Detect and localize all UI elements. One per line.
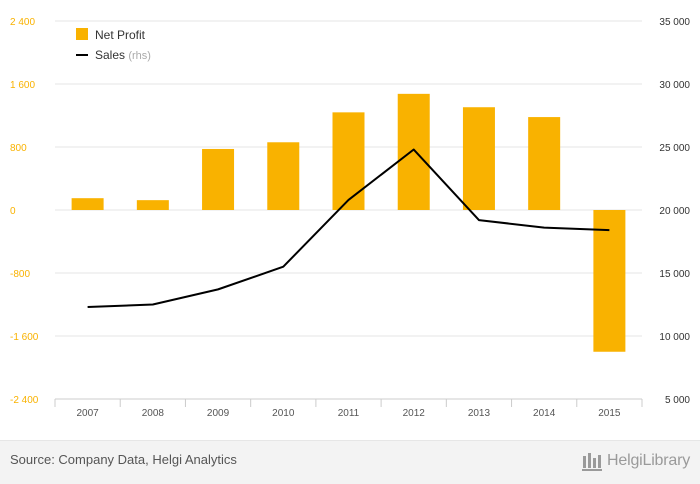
x-tick-label: 2009 xyxy=(207,408,230,419)
legend-label-sales: Sales (rhs) xyxy=(95,48,151,62)
sales-line xyxy=(87,148,610,309)
left-tick-label: 2 400 xyxy=(10,17,35,28)
bar-2014 xyxy=(528,117,561,210)
right-tick-label: 5 000 xyxy=(665,395,690,406)
helgi-library-icon xyxy=(582,453,603,471)
x-tick-label: 2007 xyxy=(76,408,99,419)
left-tick-label: -2 400 xyxy=(10,395,39,406)
combo-chart: -2 400 -1 600 -800 0 800 1 600 2 400 5 000 10 00… xyxy=(10,17,690,419)
x-tick-label: 2011 xyxy=(338,408,360,419)
right-tick-label: 35 000 xyxy=(659,17,690,28)
logo-text: HelgiLibrary xyxy=(607,452,690,469)
helgi-library-logo[interactable]: HelgiLibrary xyxy=(581,450,690,472)
x-tick-label: 2008 xyxy=(142,408,165,419)
x-tick-label: 2010 xyxy=(272,408,295,419)
left-tick-label: 1 600 xyxy=(10,80,35,91)
bar-2008 xyxy=(136,200,169,210)
right-tick-label: 20 000 xyxy=(659,206,690,217)
legend-swatch-net-profit xyxy=(76,28,88,40)
x-tick-label: 2015 xyxy=(598,408,621,419)
right-tick-label: 25 000 xyxy=(659,143,690,154)
left-tick-label: -1 600 xyxy=(10,332,39,343)
footer: Source: Company Data, Helgi Analytics He… xyxy=(0,440,700,484)
bar-2015 xyxy=(593,210,626,352)
bar-2009 xyxy=(202,148,235,210)
right-tick-label: 10 000 xyxy=(659,332,690,343)
x-tick-label: 2014 xyxy=(533,408,556,419)
source-note: Source: Company Data, Helgi Analytics xyxy=(10,452,237,467)
left-tick-label: -800 xyxy=(10,269,30,280)
x-tick-label: 2012 xyxy=(403,408,426,419)
bar-2013 xyxy=(462,107,495,210)
right-tick-label: 15 000 xyxy=(659,269,690,280)
legend-label-net-profit: Net Profit xyxy=(95,28,146,42)
right-tick-label: 30 000 xyxy=(659,80,690,91)
legend-label-sales-suffix: (rhs) xyxy=(128,50,151,62)
bar-2007 xyxy=(71,198,104,210)
left-tick-label: 800 xyxy=(10,143,27,154)
bar-2010 xyxy=(267,142,300,210)
bar-2011 xyxy=(332,112,365,210)
bar-2012 xyxy=(397,93,430,210)
left-tick-label: 0 xyxy=(10,206,16,217)
x-tick-label: 2013 xyxy=(468,408,491,419)
